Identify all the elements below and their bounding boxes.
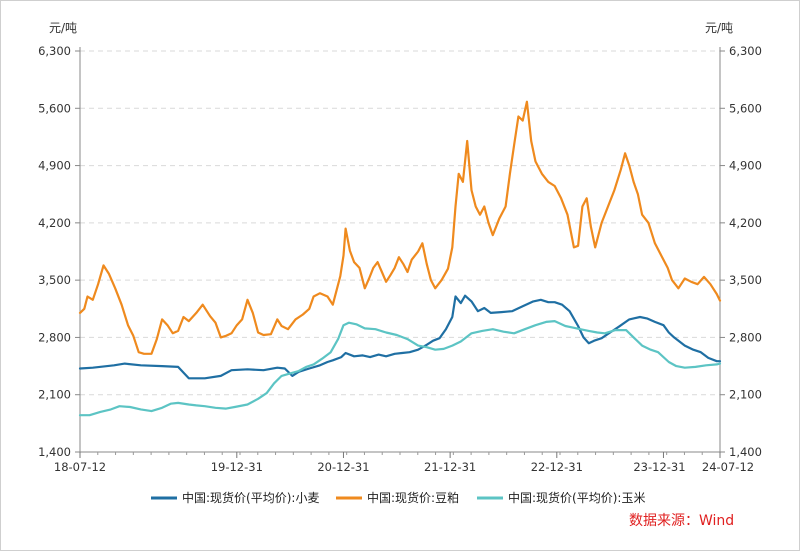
y-tick-label-right: 4,200	[729, 216, 762, 230]
y-tick-label-left: 4,200	[38, 216, 71, 230]
y-tick-label-right: 3,500	[729, 273, 762, 287]
y-tick-label-right: 6,300	[729, 44, 762, 58]
legend-label: 中国:现货价(平均价):小麦	[182, 490, 319, 505]
y-tick-label-right: 1,400	[729, 445, 762, 459]
x-tick-label: 21-12-31	[424, 460, 476, 474]
y-tick-label-right: 2,100	[729, 388, 762, 402]
x-ticks: 18-07-12 19-12-31 20-12-31 21-12-31 22-12-31…	[54, 460, 754, 474]
y-tick-label-right: 4,900	[729, 159, 762, 173]
series-lines	[78, 100, 722, 417]
y-tick-label-left: 4,900	[38, 159, 71, 173]
axes	[75, 47, 725, 458]
series-line-2	[78, 100, 722, 355]
legend: 中国:现货价(平均价):小麦 中国:现货价:豆粕 中国:现货价(平均价):玉米	[151, 490, 645, 505]
y-tick-label-left: 1,400	[38, 445, 71, 459]
y-ticks-left: 1,400 2,100 2,800 3,500 4,200 4,900 5,600 6,300	[38, 44, 71, 459]
x-tick-label: 18-07-12	[54, 460, 106, 474]
y-tick-label-left: 5,600	[38, 101, 71, 115]
x-tick-label: 23-12-31	[633, 460, 685, 474]
y-tick-label-right: 5,600	[729, 101, 762, 115]
x-tick-label: 22-12-31	[531, 460, 583, 474]
y-tick-label-left: 6,300	[38, 44, 71, 58]
source-note: 数据来源：Wind	[629, 513, 734, 529]
legend-label: 中国:现货价:豆粕	[367, 490, 459, 505]
x-tick-label: 24-07-12	[702, 460, 754, 474]
series-line-3	[78, 320, 722, 417]
y-tick-label-left: 3,500	[38, 273, 71, 287]
y-unit-left: 元/吨	[49, 21, 77, 35]
grid-lines	[80, 50, 720, 396]
legend-label: 中国:现货价(平均价):玉米	[508, 490, 645, 505]
x-tick-label: 20-12-31	[317, 460, 369, 474]
y-tick-label-right: 2,800	[729, 330, 762, 344]
y-ticks-right: 1,400 2,100 2,800 3,500 4,200 4,900 5,600 6,300	[729, 44, 762, 459]
y-tick-label-left: 2,100	[38, 388, 71, 402]
series-line-1	[78, 294, 722, 380]
y-tick-label-left: 2,800	[38, 330, 71, 344]
y-unit-right: 元/吨	[705, 21, 733, 35]
x-tick-label: 19-12-31	[211, 460, 263, 474]
